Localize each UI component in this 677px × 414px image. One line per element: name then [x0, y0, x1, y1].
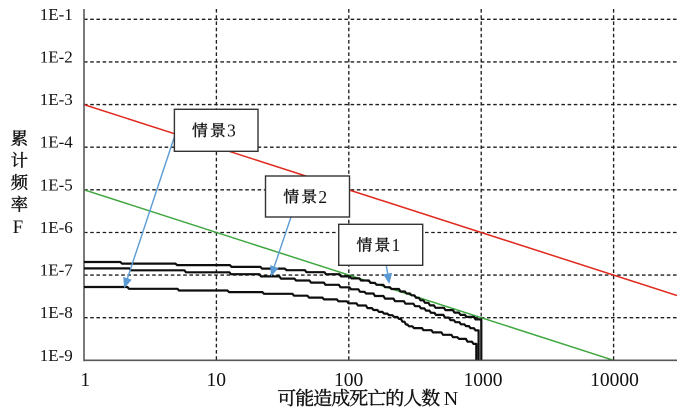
svg-text:10: 10 [206, 370, 226, 391]
svg-text:1: 1 [80, 370, 90, 391]
svg-text:100: 100 [334, 370, 363, 391]
svg-text:1E-4: 1E-4 [40, 133, 74, 152]
svg-text:1: 1 [392, 235, 401, 255]
svg-text:1E-3: 1E-3 [40, 90, 73, 109]
svg-text:1E-5: 1E-5 [40, 175, 73, 194]
svg-text:F: F [13, 217, 24, 238]
svg-text:1000: 1000 [464, 370, 503, 391]
svg-text:N: N [444, 388, 458, 410]
svg-text:1E-7: 1E-7 [40, 261, 74, 280]
svg-text:1E-8: 1E-8 [40, 303, 73, 322]
svg-text:1E-9: 1E-9 [40, 346, 73, 365]
svg-text:3: 3 [227, 121, 236, 141]
svg-text:1E-6: 1E-6 [40, 218, 73, 237]
svg-text:1E-2: 1E-2 [40, 47, 73, 66]
svg-text:10000: 10000 [590, 370, 639, 391]
svg-text:2: 2 [318, 187, 327, 207]
svg-text:1E-1: 1E-1 [40, 5, 73, 24]
